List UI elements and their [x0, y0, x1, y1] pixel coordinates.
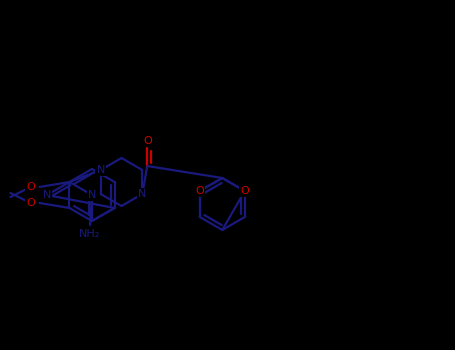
- Text: N: N: [88, 190, 96, 200]
- Text: N: N: [138, 189, 147, 199]
- Text: O: O: [195, 186, 204, 196]
- Text: O: O: [26, 182, 35, 192]
- Text: N: N: [43, 190, 51, 200]
- Text: O: O: [26, 198, 35, 208]
- Text: NH₂: NH₂: [79, 229, 101, 239]
- Text: O: O: [143, 136, 152, 146]
- Text: N: N: [96, 165, 105, 175]
- Text: O: O: [240, 186, 249, 196]
